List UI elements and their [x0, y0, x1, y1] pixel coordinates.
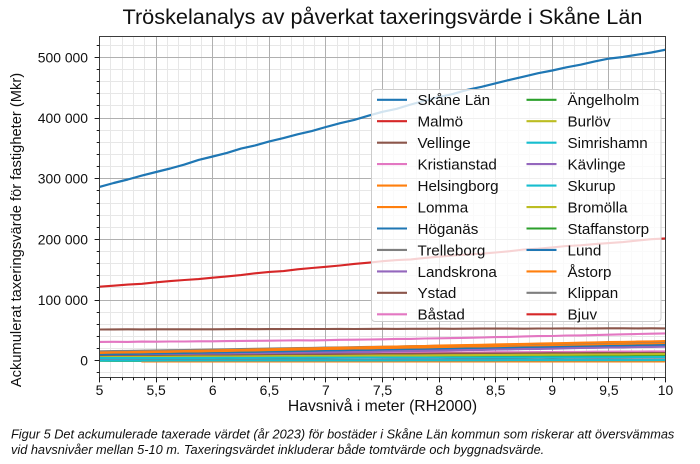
svg-text:Landskrona: Landskrona — [418, 264, 498, 281]
svg-text:Burlöv: Burlöv — [568, 114, 611, 131]
svg-text:7: 7 — [322, 382, 330, 398]
svg-text:Helsingborg: Helsingborg — [418, 178, 499, 195]
svg-text:Ackumulerat taxeringsvärde för: Ackumulerat taxeringsvärde för fastighet… — [9, 73, 25, 387]
svg-text:7,5: 7,5 — [373, 382, 393, 398]
svg-text:500 000: 500 000 — [38, 49, 88, 65]
svg-text:Simrishamn: Simrishamn — [568, 135, 648, 152]
svg-text:Malmö: Malmö — [418, 114, 464, 131]
svg-text:Tröskelanalys av påverkat taxe: Tröskelanalys av påverkat taxeringsvärde… — [123, 4, 643, 29]
svg-text:Skåne Län: Skåne Län — [418, 92, 491, 109]
svg-text:Höganäs: Höganäs — [418, 221, 479, 238]
svg-text:6: 6 — [209, 382, 217, 398]
svg-text:8,5: 8,5 — [486, 382, 506, 398]
svg-text:Bjuv: Bjuv — [568, 307, 598, 324]
svg-text:8: 8 — [435, 382, 443, 398]
svg-text:0: 0 — [80, 353, 88, 369]
svg-text:Havsnivå i meter (RH2000): Havsnivå i meter (RH2000) — [288, 397, 477, 415]
svg-text:Lund: Lund — [568, 242, 602, 259]
svg-text:Bromölla: Bromölla — [568, 200, 628, 217]
svg-text:6,5: 6,5 — [260, 382, 280, 398]
svg-text:400 000: 400 000 — [38, 110, 88, 126]
svg-text:Båstad: Båstad — [418, 307, 465, 324]
svg-text:5: 5 — [96, 382, 104, 398]
svg-text:Åstorp: Åstorp — [568, 264, 612, 281]
svg-text:Ystad: Ystad — [418, 285, 457, 302]
svg-text:Vellinge: Vellinge — [418, 135, 471, 152]
svg-text:300 000: 300 000 — [38, 171, 88, 187]
svg-text:Staffanstorp: Staffanstorp — [568, 221, 650, 238]
svg-text:Kävlinge: Kävlinge — [568, 157, 626, 174]
svg-text:10: 10 — [658, 382, 674, 398]
svg-text:9,5: 9,5 — [599, 382, 619, 398]
svg-text:5,5: 5,5 — [146, 382, 166, 398]
svg-text:Klippan: Klippan — [568, 285, 619, 302]
svg-text:Ängelholm: Ängelholm — [568, 92, 640, 109]
svg-text:200 000: 200 000 — [38, 231, 88, 247]
svg-text:Figur 5 Det ackumulerade taxer: Figur 5 Det ackumulerade taxerade värdet… — [11, 427, 675, 442]
svg-text:Trelleborg: Trelleborg — [418, 242, 486, 259]
svg-text:Lomma: Lomma — [418, 200, 469, 217]
svg-text:Kristianstad: Kristianstad — [418, 157, 497, 174]
svg-text:Skurup: Skurup — [568, 178, 616, 195]
svg-text:vid havsnivåer mellan 5-10 m.: vid havsnivåer mellan 5-10 m. Taxeringsv… — [11, 442, 544, 457]
svg-text:9: 9 — [548, 382, 556, 398]
svg-text:100 000: 100 000 — [38, 292, 88, 308]
